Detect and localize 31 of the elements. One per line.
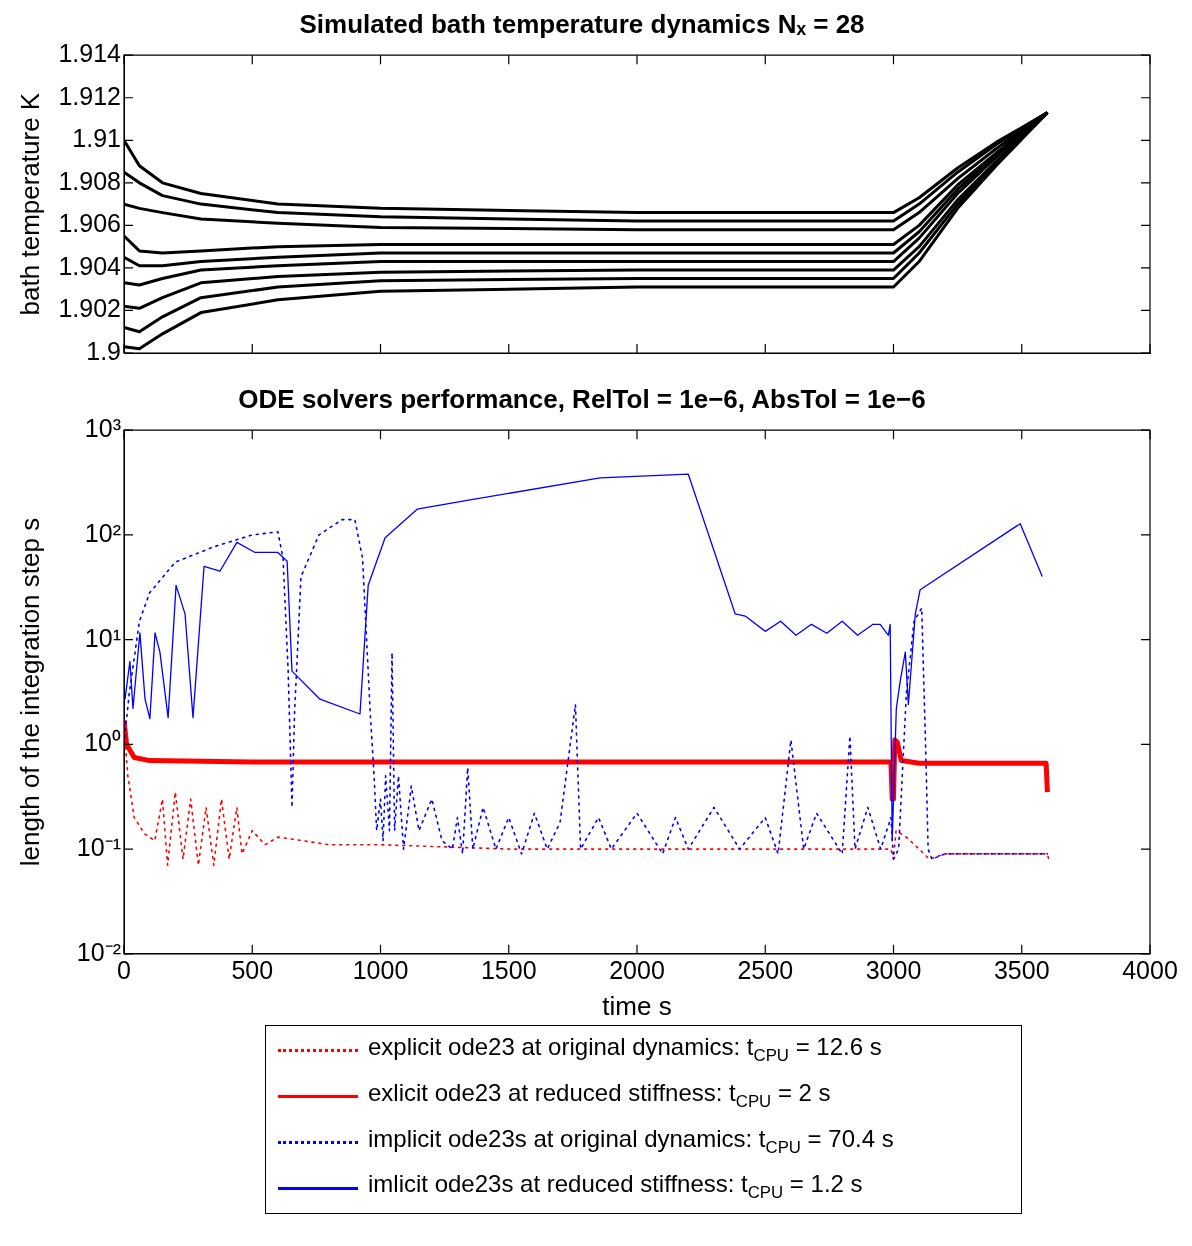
x-tick-label: 1000 (352, 955, 409, 984)
legend-label: exlicit ode23 at reduced stiffness: t$_{CPU}$ = 2 s (368, 1077, 831, 1113)
x-tick-label: 500 (231, 955, 274, 984)
chart-title: ODE solvers performance, RelTol = 1e−6, AbsTol = 1e−6 (238, 383, 926, 414)
y-axis-title: length of the integration step s (14, 517, 45, 867)
legend-label: explicit ode23 at original dynamics: t$_{CPU}$ = 12.6 s (368, 1032, 882, 1067)
y-tick-label: 1.904 (58, 251, 122, 280)
y-tick-label: 1.908 (58, 166, 121, 195)
y-tick-label: 10⁰ (84, 728, 121, 757)
x-tick-label: 0 (117, 955, 131, 984)
x-tick-label: 2500 (737, 955, 794, 984)
y-tick-label: 10¹ (84, 623, 121, 652)
x-tick-label: 2000 (609, 955, 665, 984)
y-tick-label: 10² (84, 518, 121, 547)
y-tick-label: 10³ (84, 414, 121, 443)
y-tick-label: 1.914 (58, 39, 122, 68)
y-tick-label: 1.902 (58, 294, 121, 323)
x-tick-label: 3000 (865, 955, 922, 984)
x-tick-label: 1500 (480, 955, 537, 984)
y-tick-label: 10⁻¹ (76, 832, 121, 861)
y-tick-label: 1.9 (86, 336, 121, 365)
x-axis-title: time s (602, 990, 672, 1021)
y-tick-label: 1.91 (72, 124, 121, 153)
y-tick-label: 1.912 (58, 81, 121, 110)
legend-label: implicit ode23s at original dynamics: t$_{CPU}$ = 70.4 s (368, 1123, 894, 1159)
y-tick-label: 1.906 (58, 209, 121, 238)
legend-label: imlicit ode23s at reduced stiffness: t$_{CPU}$ = 1.2 s (368, 1169, 863, 1205)
chart-title: Simulated bath temperature dynamics Nₓ = 28 (299, 8, 865, 39)
x-tick-label: 3500 (993, 955, 1050, 984)
y-axis-title: bath temperature K (14, 92, 45, 316)
x-tick-label: 4000 (1122, 955, 1178, 984)
